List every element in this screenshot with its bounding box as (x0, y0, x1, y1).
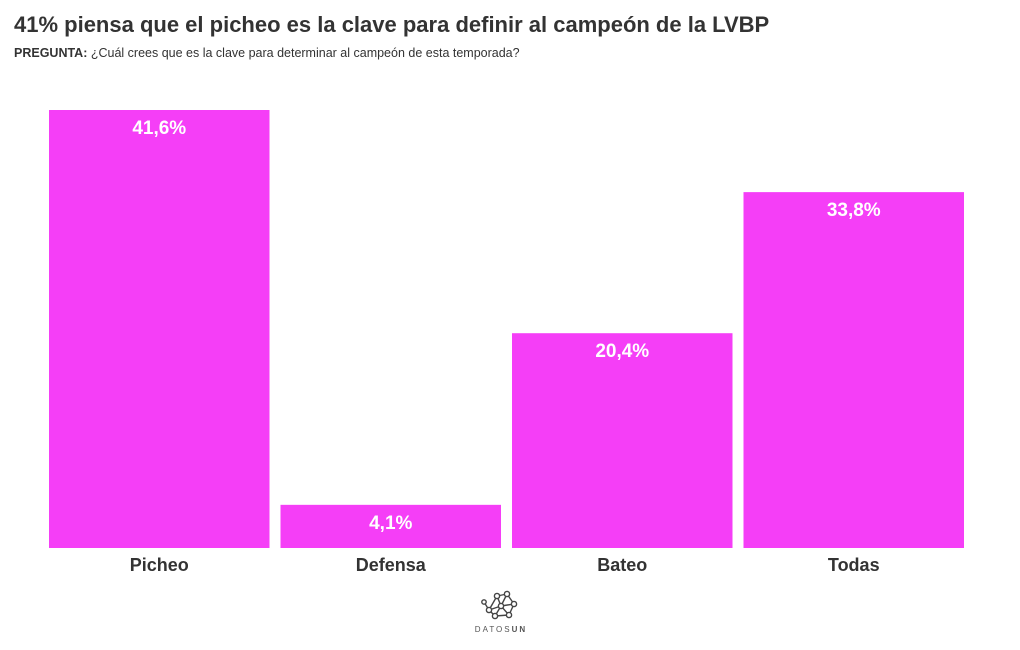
bar-picheo (49, 110, 270, 548)
chart-subtitle: PREGUNTA: ¿Cuál crees que es la clave pa… (14, 46, 520, 60)
bar-bateo (512, 333, 733, 548)
category-label-picheo: Picheo (130, 555, 189, 575)
network-graph-icon (481, 590, 518, 620)
bar-todas (743, 192, 964, 548)
brand-logo: DATOSUN (470, 588, 532, 634)
category-label-bateo: Bateo (597, 555, 647, 575)
data-label-defensa: 4,1% (369, 513, 412, 534)
chart-title: 41% piensa que el picheo es la clave par… (14, 12, 770, 37)
category-label-defensa: Defensa (356, 555, 427, 575)
data-label-todas: 33,8% (827, 200, 881, 221)
data-label-bateo: 20,4% (595, 341, 649, 362)
data-label-picheo: 41,6% (132, 118, 186, 139)
category-label-todas: Todas (828, 555, 880, 575)
brand-name: DATOSUN (474, 625, 528, 634)
bar-defensa (280, 504, 501, 548)
bar-chart: 41,6% Picheo 4,1% Defensa 20,4% Bateo 33,8% Tod… (49, 110, 964, 575)
question-text: ¿Cuál crees que es la clave para determi… (87, 46, 520, 60)
question-label: PREGUNTA: (14, 46, 88, 60)
